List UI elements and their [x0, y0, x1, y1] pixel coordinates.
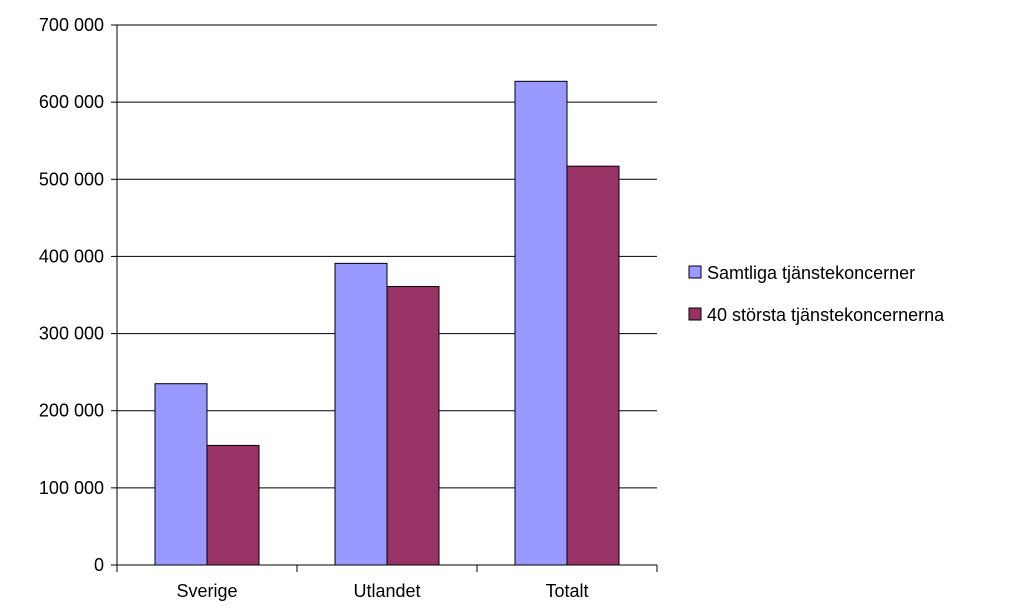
bar-utlandet-series-1	[386, 286, 440, 566]
bars	[154, 80, 620, 566]
y-tick-label: 500 000	[39, 169, 104, 189]
bar-sverige-series-1	[206, 444, 260, 566]
y-tick-label: 300 000	[39, 324, 104, 344]
bar-totalt-series-1	[566, 165, 620, 566]
y-tick-label: 100 000	[39, 478, 104, 498]
x-tick-labels: Sverige Utlandet Totalt	[176, 581, 588, 601]
axes	[116, 25, 657, 566]
y-tick-labels: 0 100 000 200 000 300 000 400 000 500 000 600 …	[39, 15, 104, 575]
bar-utlandet-series-0	[334, 262, 388, 566]
legend-swatch-samtliga	[688, 265, 702, 279]
y-tick-marks	[111, 24, 117, 566]
bar-sverige-series-0	[154, 383, 208, 566]
legend-swatch-40-storsta	[688, 307, 702, 321]
y-tick-label: 400 000	[39, 246, 104, 266]
x-tick-marks	[116, 565, 658, 572]
x-tick-label: Utlandet	[353, 581, 420, 601]
legend: Samtliga tjänstekoncerner 40 största tjä…	[688, 263, 945, 325]
y-tick-label: 0	[94, 555, 104, 575]
x-tick-label: Totalt	[545, 581, 588, 601]
legend-label-40-storsta: 40 största tjänstekoncernerna	[707, 305, 945, 325]
y-tick-label: 200 000	[39, 401, 104, 421]
x-tick-label: Sverige	[176, 581, 237, 601]
y-tick-label: 600 000	[39, 92, 104, 112]
bar-totalt-series-0	[514, 80, 568, 566]
y-tick-label: 700 000	[39, 15, 104, 35]
legend-label-samtliga: Samtliga tjänstekoncerner	[707, 263, 915, 283]
